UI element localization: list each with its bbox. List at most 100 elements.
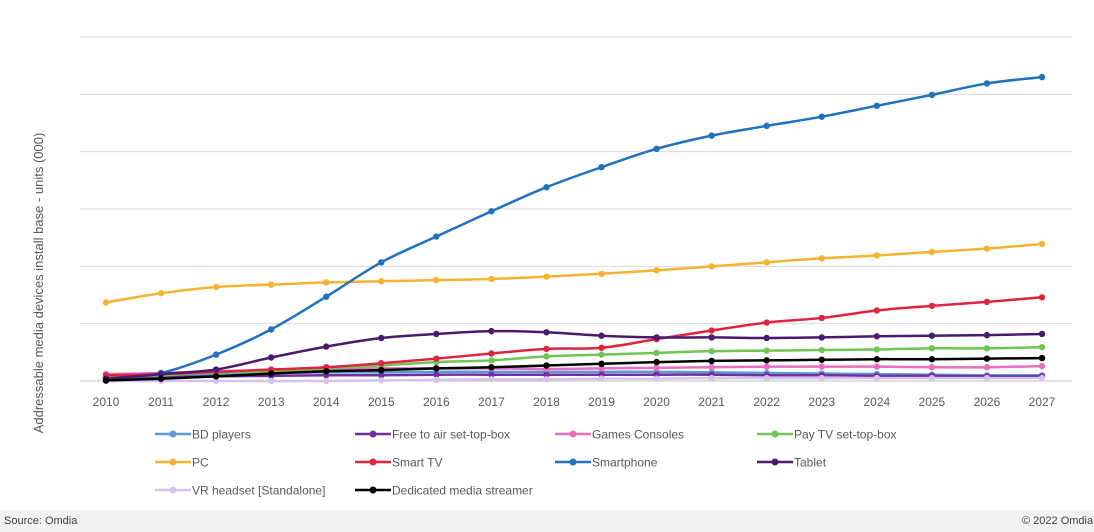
x-tick-label: 2012 — [203, 395, 230, 409]
legend-item-vr-headset-standalone: VR headset [Standalone] — [155, 484, 325, 498]
x-tick-label: 2019 — [588, 395, 615, 409]
data-point — [928, 364, 936, 371]
data-point — [873, 307, 881, 314]
legend-label: Dedicated media streamer — [392, 484, 533, 498]
data-point — [102, 299, 110, 306]
x-tick-label: 2011 — [148, 395, 174, 409]
data-point — [433, 330, 440, 338]
data-point — [818, 346, 825, 354]
data-point — [928, 332, 936, 339]
series-line — [105, 329, 1043, 380]
data-point — [1038, 362, 1046, 370]
data-point — [378, 372, 385, 379]
data-point — [708, 374, 715, 382]
data-point — [433, 355, 440, 362]
data-point — [323, 368, 330, 375]
data-point — [267, 377, 275, 385]
data-point — [543, 273, 550, 280]
data-point — [378, 360, 385, 367]
data-point — [928, 91, 936, 99]
data-point — [763, 319, 770, 326]
data-point — [433, 276, 440, 284]
legend: BD players Free to air set-top-box Games C… — [155, 428, 897, 498]
series-pc — [102, 240, 1046, 306]
data-point — [818, 255, 825, 262]
data-point — [323, 377, 330, 385]
legend-swatch-marker — [169, 486, 177, 494]
data-point — [983, 80, 991, 87]
data-point — [818, 356, 825, 363]
data-point — [378, 278, 385, 285]
data-point — [1038, 330, 1046, 338]
legend-label: Tablet — [794, 456, 827, 470]
data-point — [543, 184, 550, 191]
legend-label: Games Consoles — [592, 428, 684, 442]
legend-item-bd-players: BD players — [155, 428, 251, 442]
data-point — [433, 371, 440, 378]
data-point — [928, 345, 936, 352]
data-point — [708, 357, 715, 365]
x-tick-label: 2024 — [863, 395, 890, 409]
data-point — [653, 334, 660, 341]
x-tick-label: 2010 — [93, 395, 120, 409]
data-point — [1038, 73, 1046, 81]
legend-item-pc: PC — [155, 456, 209, 470]
data-point — [212, 373, 220, 380]
data-point — [598, 344, 605, 351]
data-point — [653, 349, 660, 357]
data-point — [267, 281, 275, 288]
x-tick-label: 2020 — [643, 395, 670, 409]
legend-swatch-marker — [169, 458, 177, 466]
series-tablet — [102, 327, 1046, 382]
x-tick-label: 2017 — [478, 395, 505, 409]
data-point — [378, 259, 385, 266]
data-point — [488, 208, 495, 215]
data-point — [157, 370, 165, 378]
data-point — [763, 259, 770, 266]
legend-swatch-marker — [569, 430, 577, 438]
data-point — [598, 360, 605, 367]
legend-label: Pay TV set-top-box — [794, 428, 897, 442]
data-point — [212, 283, 220, 291]
data-point — [928, 248, 936, 256]
data-point — [543, 345, 550, 353]
data-point — [983, 355, 991, 362]
data-point — [708, 364, 715, 371]
legend-swatch-marker — [369, 486, 377, 494]
data-point — [212, 351, 220, 358]
data-point — [543, 353, 550, 360]
data-point — [653, 145, 660, 152]
x-tick-label: 2023 — [808, 395, 835, 409]
legend-label: VR headset [Standalone] — [192, 484, 325, 498]
data-point — [708, 132, 715, 139]
data-point — [873, 346, 881, 353]
data-point — [378, 366, 385, 374]
data-point — [708, 347, 715, 355]
series-line — [105, 296, 1043, 377]
data-point — [873, 356, 881, 363]
chart-panel: 2010 2011 2012 2013 2014 2015 2016 2017 2018 2019… — [0, 0, 1094, 510]
x-axis: 2010 2011 2012 2013 2014 2015 2016 2017 2018 2019… — [80, 380, 1072, 409]
legend-swatch-marker — [169, 430, 177, 438]
data-point — [873, 333, 881, 340]
data-point — [543, 329, 550, 336]
data-point — [157, 290, 165, 297]
data-point — [212, 377, 220, 385]
data-point — [543, 371, 550, 378]
data-point — [488, 357, 495, 364]
data-point — [818, 363, 825, 370]
x-tick-label: 2021 — [698, 395, 725, 409]
grid-lines — [80, 36, 1072, 325]
x-tick-label: 2016 — [423, 395, 450, 409]
data-point — [102, 377, 110, 384]
x-tick-label: 2018 — [533, 395, 560, 409]
data-point — [488, 350, 495, 357]
x-tick-label: 2026 — [974, 395, 1001, 409]
data-point — [267, 354, 275, 361]
legend-item-smart-tv: Smart TV — [355, 456, 442, 470]
data-point — [818, 374, 825, 382]
legend-label: BD players — [192, 428, 251, 442]
data-point — [653, 375, 660, 382]
series-dedicated-media-streamer — [102, 354, 1046, 384]
legend-item-smartphone: Smartphone — [555, 456, 658, 470]
